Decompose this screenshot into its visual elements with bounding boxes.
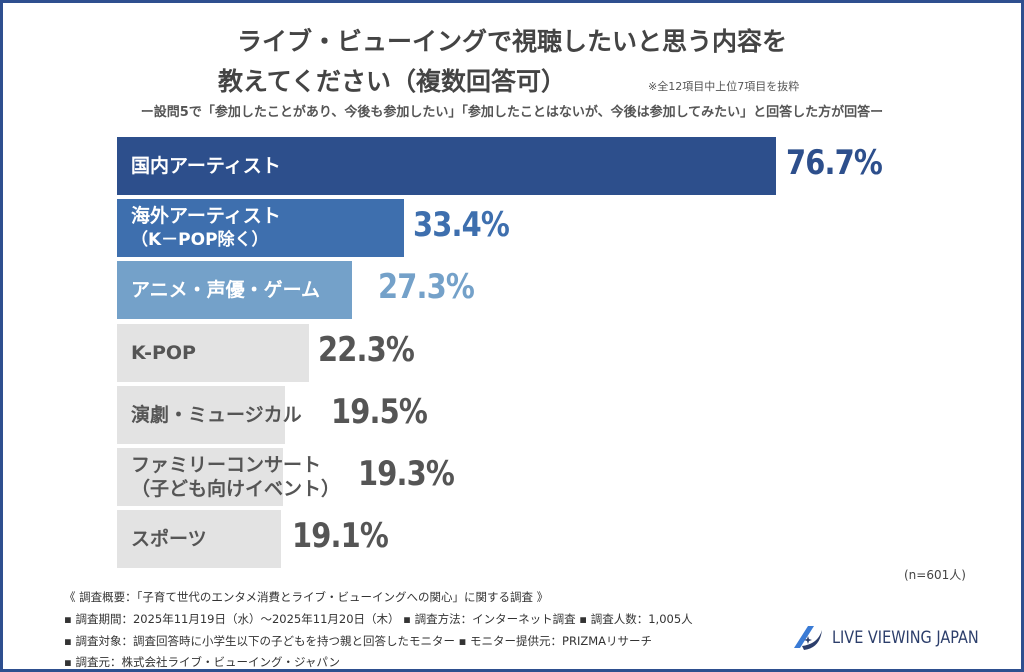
footer-line2: ▪ 調査対象：調査回答時に小学生以下の子どもを持つ親と回答したモニター ▪ モニ…	[64, 634, 653, 648]
bar-value-label: 22.3%	[318, 329, 415, 370]
bar-value-label: 19.3%	[358, 454, 455, 494]
logo: LIVE VIEWING JAPAN	[790, 622, 1005, 654]
bar-value-label: 33.4%	[413, 205, 510, 246]
note: ※全12項目中上位7項目を抜粋	[648, 80, 800, 93]
bar	[117, 385, 285, 444]
logo-mark-icon	[794, 626, 822, 650]
bar-category-label-line: （K－POP除く）	[131, 230, 269, 251]
bar-category-label: 演劇・ミュージカル	[131, 403, 302, 427]
bar-value-label: 19.1%	[292, 516, 389, 557]
chart-title-line2: 教えてください（複数回答可）	[217, 67, 566, 96]
bar-category-label-line: K-POP	[131, 341, 196, 364]
bar	[117, 323, 309, 382]
bar-category-label: スポーツ	[131, 527, 207, 551]
bar-value-label: 19.5%	[331, 391, 428, 432]
bar-category-label-line: ファミリーコンサート	[131, 454, 322, 476]
bar	[117, 261, 352, 320]
footer-line1: ▪ 調査期間：2025年11月19日（水）〜2025年11月20日（木） ▪ 調…	[64, 612, 693, 626]
bar-category-label-line: スポーツ	[131, 528, 207, 551]
bar-value-label: 27.3%	[378, 267, 475, 308]
bar-category-label-line: （子ども向けイベント）	[131, 478, 341, 500]
bar-value-label: 76.7%	[786, 143, 883, 183]
bar	[117, 199, 404, 258]
bar	[117, 448, 283, 506]
bar-category-label: 国内アーティスト	[131, 154, 281, 178]
subtitle: ー設問5で「参加したことがあり、今後も参加したい」「参加したことはないが、今後は…	[140, 105, 884, 120]
bar-category-label-line: 演劇・ミュージカル	[131, 403, 302, 426]
bar-category-label: アニメ・声優・ゲーム	[131, 278, 320, 302]
bar-category-label-line: 海外アーティスト	[131, 205, 281, 228]
bar-category-label: 海外アーティスト （K－POP除く）	[131, 204, 281, 252]
sample-size: (n=601人)	[904, 568, 966, 582]
logo-text: LIVE VIEWING JAPAN	[832, 628, 979, 648]
bar-category-label-line: 国内アーティスト	[131, 155, 281, 177]
chart-title-line1: ライブ・ビューイングで視聴したいと思う内容を	[236, 27, 787, 56]
footer-overview: 《 調査概要：「子育て世代のエンタメ消費とライブ・ビューイングへの関心」に関する…	[64, 590, 549, 604]
bar	[117, 137, 776, 195]
footer-line3: ▪ 調査元：株式会社ライブ・ビューイング・ジャパン	[64, 655, 340, 669]
bar-category-label: K-POP	[131, 341, 196, 365]
bar	[117, 510, 282, 569]
bar-category-label: ファミリーコンサート （子ども向けイベント）	[131, 453, 340, 501]
bar-category-label-line: アニメ・声優・ゲーム	[131, 279, 321, 302]
